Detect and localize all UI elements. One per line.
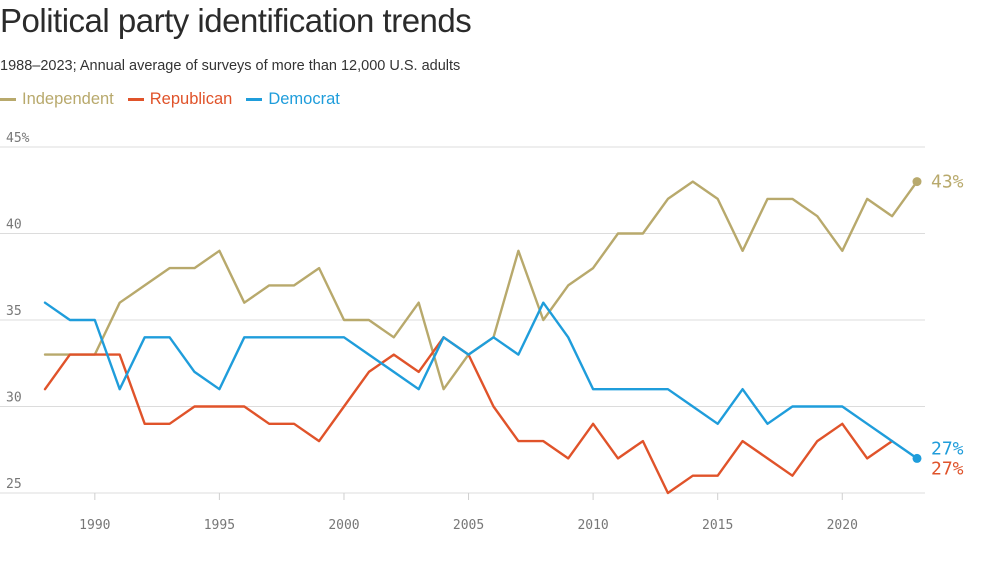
x-tick-label-1995: 1995 xyxy=(204,518,235,533)
end-label-republican: 27% xyxy=(931,458,964,479)
end-label-independent: 43% xyxy=(931,172,964,193)
y-tick-label-25: 25 xyxy=(6,477,22,492)
legend-item-independent: Independent xyxy=(0,90,114,109)
y-tick-label-45: 45% xyxy=(6,131,30,146)
x-tick-label-2010: 2010 xyxy=(577,518,608,533)
legend-label-independent: Independent xyxy=(22,90,114,108)
series-line-democrat xyxy=(43,301,919,460)
legend-swatch-independent xyxy=(0,98,16,101)
legend: Independent Republican Democrat xyxy=(0,90,340,109)
y-axis-ticks: 25 30 35 40 45% xyxy=(6,131,30,492)
series-line-republican xyxy=(43,336,894,495)
series-line-independent xyxy=(43,180,919,391)
legend-label-republican: Republican xyxy=(149,90,233,108)
legend-item-democrat: Democrat xyxy=(246,90,340,109)
legend-swatch-republican xyxy=(127,98,144,101)
x-tick-label-2000: 2000 xyxy=(328,518,359,533)
y-tick-label-30: 30 xyxy=(6,391,22,406)
end-point-democrat xyxy=(912,453,922,463)
x-tick-label-1990: 1990 xyxy=(79,518,110,533)
end-label-democrat: 27% xyxy=(931,438,964,459)
x-tick-label-2020: 2020 xyxy=(827,518,858,533)
chart-title: Political party identification trends xyxy=(0,2,472,39)
end-point-independent xyxy=(912,177,922,187)
series-lines xyxy=(43,180,919,495)
y-tick-label-35: 35 xyxy=(6,304,22,319)
y-tick-label-40: 40 xyxy=(6,218,22,233)
x-tick-label-2015: 2015 xyxy=(702,518,733,533)
legend-item-republican: Republican xyxy=(127,90,233,109)
gridlines xyxy=(0,146,925,494)
chart-subtitle: 1988–2023; Annual average of surveys of … xyxy=(0,58,461,74)
legend-label-democrat: Democrat xyxy=(268,90,340,108)
x-tick-label-2005: 2005 xyxy=(453,518,484,533)
x-axis-ticks: 1990 1995 2000 2005 2010 2015 2020 xyxy=(79,493,858,533)
end-labels: 43% 27%27% xyxy=(912,172,964,479)
legend-swatch-democrat xyxy=(246,98,263,101)
